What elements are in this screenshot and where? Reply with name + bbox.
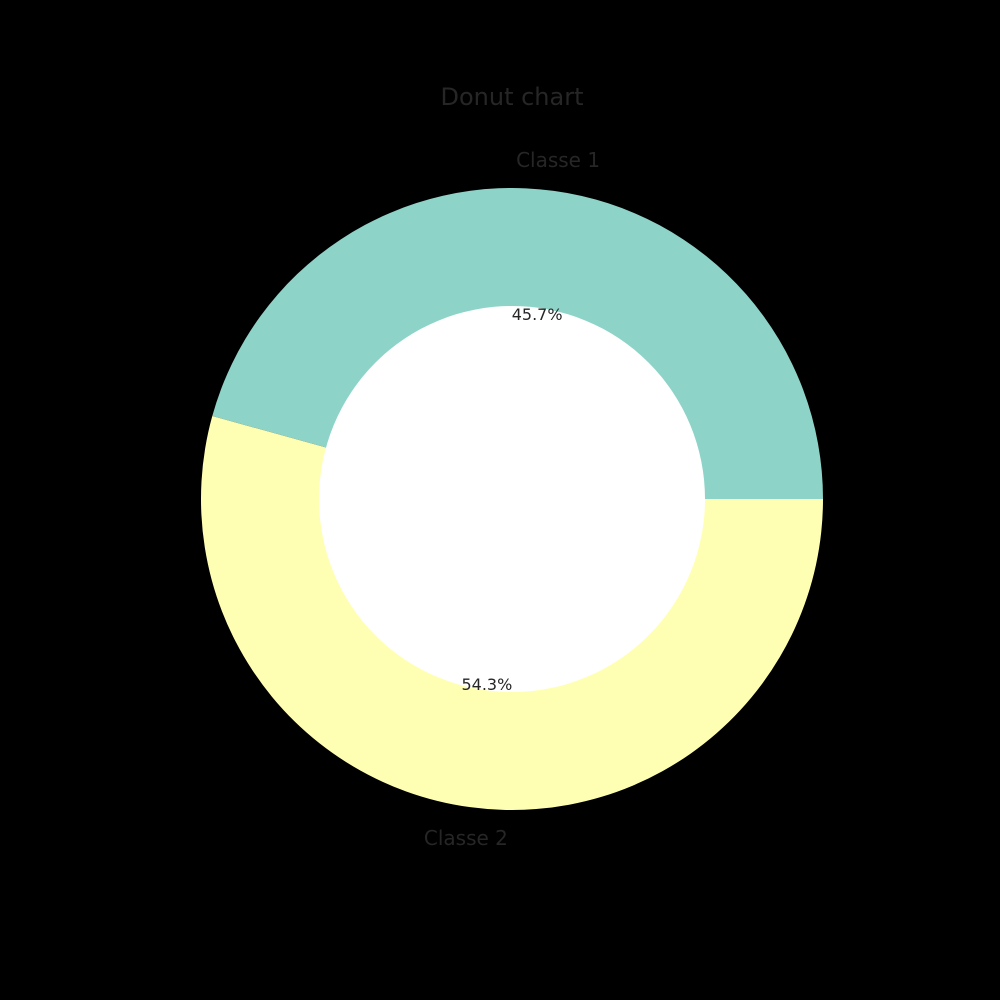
slice-label-2: Classe 2 xyxy=(424,826,508,850)
donut-labels: Classe 1 45.7% Classe 2 54.3% xyxy=(424,148,600,850)
chart-title: Donut chart xyxy=(440,83,583,111)
slice-percent-2: 54.3% xyxy=(461,675,512,694)
slice-percent-1: 45.7% xyxy=(512,305,563,324)
donut-hole xyxy=(319,306,705,692)
slice-label-1: Classe 1 xyxy=(516,148,600,172)
